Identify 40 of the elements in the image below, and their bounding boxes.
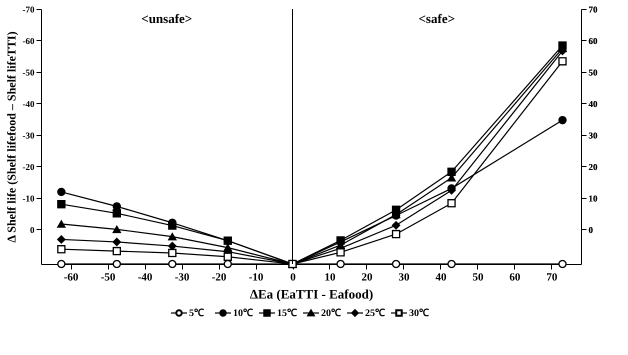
y-tick-label: 0 xyxy=(30,224,35,235)
x-tick-label: -50 xyxy=(100,272,116,284)
x-tick-label: -60 xyxy=(64,272,79,284)
y2-tick-label: 0 xyxy=(588,224,594,235)
legend-label: 5℃ xyxy=(189,308,204,319)
x-tick-label: 0 xyxy=(290,272,296,284)
x-tick-label: 40 xyxy=(435,272,447,284)
y-tick-label: -10 xyxy=(22,193,35,204)
x-tick-label: 10 xyxy=(324,272,336,284)
annotation: <safe> xyxy=(418,11,455,26)
x-tick-label: -10 xyxy=(248,272,264,284)
legend-label: 30℃ xyxy=(409,308,429,319)
x-axis-title: ΔEa (EaTTI - Eafood) xyxy=(250,286,374,302)
x-tick-label: 70 xyxy=(546,272,558,284)
x-tick-label: 30 xyxy=(398,272,410,284)
y2-tick-label: 40 xyxy=(588,98,598,109)
x-tick-label: 60 xyxy=(509,272,521,284)
y2-tick-label: 20 xyxy=(588,162,598,172)
y2-tick-label: 60 xyxy=(588,36,598,46)
y-tick-label: -30 xyxy=(22,130,35,140)
legend-label: 10℃ xyxy=(233,308,253,319)
y2-tick-label: 10 xyxy=(588,193,598,204)
y-tick-label: -60 xyxy=(22,36,35,46)
y2-tick-label: 70 xyxy=(588,4,598,14)
y-tick-label: -40 xyxy=(22,98,35,109)
legend-label: 25℃ xyxy=(365,308,385,319)
y-tick-label: -50 xyxy=(22,67,35,78)
x-tick-label: -30 xyxy=(174,272,190,284)
x-tick-label: 50 xyxy=(472,272,484,284)
legend-label: 15℃ xyxy=(277,308,297,319)
x-tick-label: 20 xyxy=(361,272,373,284)
annotation: <unsafe> xyxy=(141,11,192,26)
y-axis-title: Δ Shelf life (Shelf lifefood – Shelf lifeTTI) xyxy=(4,31,19,243)
x-tick-label: -40 xyxy=(138,272,153,284)
y-tick-label: -20 xyxy=(22,162,35,172)
y-tick-label: -70 xyxy=(22,4,35,14)
y2-tick-label: 50 xyxy=(588,67,598,78)
y2-tick-label: 30 xyxy=(588,130,598,140)
x-tick-label: -20 xyxy=(212,272,227,284)
legend-label: 20℃ xyxy=(321,308,341,319)
